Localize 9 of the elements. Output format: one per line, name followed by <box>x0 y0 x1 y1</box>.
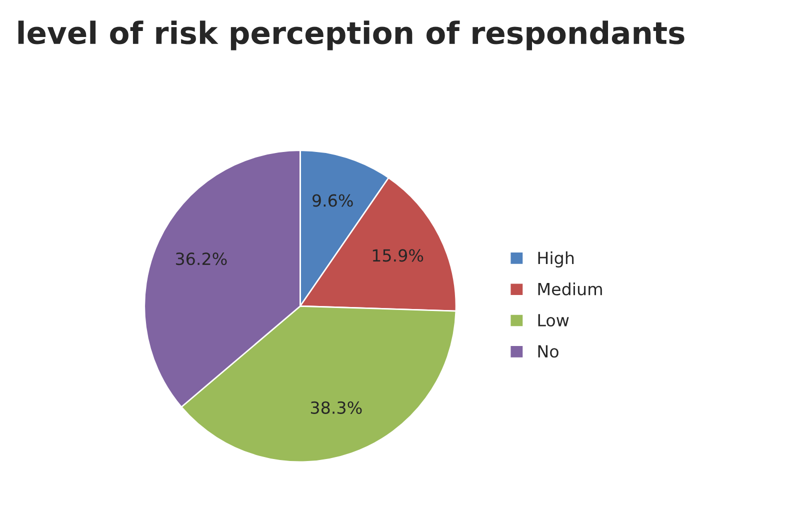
data-label: 38.3% <box>310 401 362 414</box>
data-label: 9.6% <box>312 194 353 207</box>
data-label: 36.2% <box>176 252 227 266</box>
legend-label: Low <box>538 314 569 327</box>
legend-label: High <box>538 251 574 268</box>
legend-label: No <box>538 345 558 358</box>
chart-title: level of risk perception of respondants <box>18 20 684 50</box>
data-label: 15.9% <box>372 249 424 262</box>
legend-label: Medium <box>538 282 602 296</box>
